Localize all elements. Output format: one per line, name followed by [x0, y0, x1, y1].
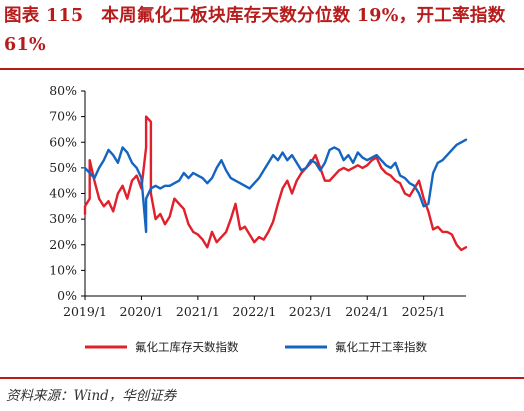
- y-tick-label: 70%: [49, 109, 77, 124]
- footer-divider: [0, 377, 524, 379]
- x-tick-label: 2024/1: [345, 304, 389, 319]
- y-tick-label: 50%: [49, 160, 77, 175]
- y-tick-label: 10%: [49, 262, 77, 277]
- title-divider: [0, 68, 524, 70]
- x-tick-label: 2023/1: [289, 304, 333, 319]
- x-tick-label: 2025/1: [402, 304, 446, 319]
- y-tick-label: 40%: [49, 186, 77, 201]
- y-tick-label: 0%: [57, 288, 77, 303]
- legend-label-utilization: 氟化工开工率指数: [335, 340, 427, 354]
- y-tick-label: 80%: [49, 83, 77, 98]
- y-tick-label: 60%: [49, 134, 77, 149]
- y-tick-label: 30%: [49, 211, 77, 226]
- legend-label-inventory: 氟化工库存天数指数: [135, 340, 239, 354]
- x-tick-label: 2022/1: [232, 304, 276, 319]
- chart-area: 0% 10% 20% 30% 40% 50% 60% 70% 80% 2019/1 2020/1 20…: [49, 83, 468, 354]
- source-note: 资料来源：Wind，华创证券: [6, 388, 177, 404]
- x-tick-label: 2020/1: [119, 304, 163, 319]
- x-tick-label: 2019/1: [63, 304, 107, 319]
- series-line-utilization: [83, 138, 468, 234]
- x-tick-label: 2021/1: [176, 304, 220, 319]
- chart-title: 图表 115 本周氟化工板块库存天数分位数 19%，开工率指数 61%: [4, 6, 506, 55]
- y-tick-label: 20%: [49, 237, 77, 252]
